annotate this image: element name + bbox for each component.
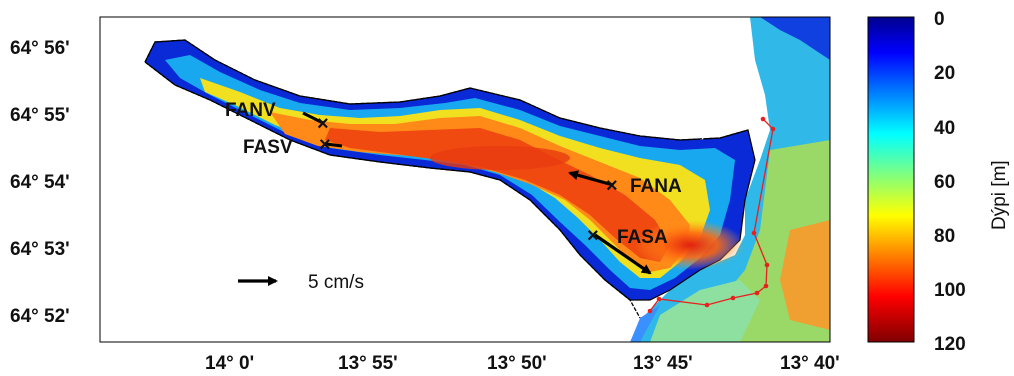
x-tick-label: 13° 55': [338, 353, 398, 374]
land-south-shore: [100, 80, 640, 342]
ocean-shelf-channel: [650, 280, 760, 342]
y-tick-label: 64° 56': [10, 38, 70, 59]
colorbar-tick: 80: [934, 226, 955, 247]
velocity-scale-label: 5 cm/s: [308, 272, 364, 293]
y-tick-label: 64° 55': [10, 105, 70, 126]
x-tick-label: 13° 50': [487, 353, 547, 374]
y-axis: 64° 56' 64° 55' 64° 54' 64° 53' 64° 52': [10, 38, 70, 327]
svg-text:×: ×: [606, 175, 618, 197]
x-tick-label: 13° 40': [780, 353, 840, 374]
y-tick-label: 64° 54': [10, 172, 70, 193]
station-fanv: × FANV: [225, 100, 329, 135]
svg-text:×: ×: [587, 225, 599, 247]
y-tick-label: 64° 53': [10, 239, 70, 260]
station-label-fanv: FANV: [225, 100, 276, 121]
x-axis: 14° 0' 13° 55' 13° 50' 13° 45' 13° 40': [205, 353, 840, 374]
ocean-coastal-shallow: [760, 17, 830, 60]
ocean-south: [630, 305, 660, 342]
coastline-north: [144, 39, 749, 141]
colorbar-tick: 40: [934, 118, 955, 139]
colorbar-tick: 120: [934, 334, 966, 355]
colorbar: 0 20 40 60 80 100 120 Dýpi [m]: [867, 9, 1010, 355]
deep-basin: [635, 220, 745, 270]
station-label-fasv: FASV: [243, 137, 293, 158]
x-tick-label: 14° 0': [205, 353, 254, 374]
coastline-south: [144, 61, 641, 319]
fjord-orange-core: [270, 112, 690, 272]
colorbar-tick: 0: [934, 9, 945, 30]
velocity-scale: 5 cm/s: [238, 272, 364, 293]
y-tick-label: 64° 52': [10, 306, 70, 327]
ctd-transect: [649, 118, 774, 312]
colorbar-tick: 20: [934, 63, 955, 84]
deep-basin-2: [430, 146, 570, 170]
land-peninsula: [690, 17, 755, 140]
station-fasa: × FASA: [587, 225, 668, 275]
svg-text:×: ×: [319, 134, 331, 156]
colorbar-tick: 60: [934, 172, 955, 193]
svg-text:×: ×: [317, 113, 329, 135]
land-north-shore: [100, 17, 740, 118]
x-tick-label: 13° 45': [633, 353, 693, 374]
ocean-shelf-deep: [780, 220, 830, 330]
ctd-stations: [647, 116, 776, 314]
colorbar-tick: 100: [934, 280, 966, 301]
bathymetry-layer: [100, 17, 830, 342]
colorbar-scale: [867, 16, 915, 343]
station-label-fana: FANA: [630, 176, 682, 197]
station-fasv: × FASV: [243, 134, 343, 158]
map-frame: [99, 16, 831, 343]
station-label-fasa: FASA: [617, 227, 668, 248]
station-fana: × FANA: [568, 170, 682, 197]
colorbar-title: Dýpi [m]: [989, 160, 1010, 230]
